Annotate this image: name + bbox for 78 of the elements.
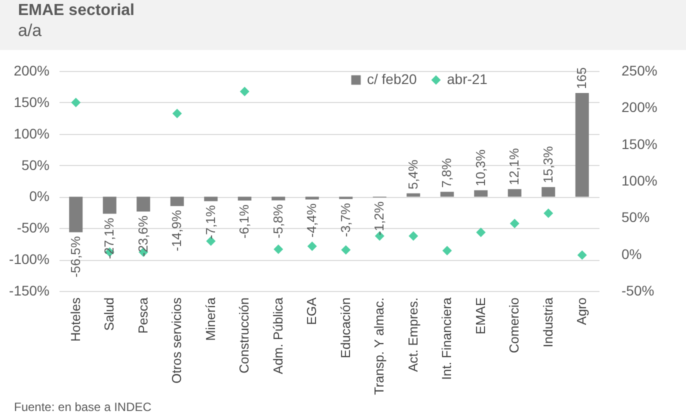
- x-tick-label: Otros servicios: [169, 297, 184, 384]
- x-tick-label: Minería: [202, 296, 218, 341]
- y2-tick-label: 0%: [622, 246, 642, 262]
- data-label: -7,1%: [202, 204, 218, 240]
- data-label: -14,9%: [169, 210, 184, 252]
- source-note: Fuente: en base a INDEC: [14, 400, 152, 414]
- point: [307, 242, 317, 252]
- data-label: 10,3%: [472, 148, 488, 186]
- data-label: 12,1%: [506, 148, 522, 186]
- y-tick-label: 100%: [14, 125, 50, 142]
- point: [341, 245, 351, 255]
- x-tick-label: EGA: [304, 297, 320, 325]
- bar: [204, 196, 218, 202]
- bar: [305, 196, 319, 200]
- x-tick-label: Industria: [540, 296, 556, 348]
- x-tick-label: Transp. Y almac.: [372, 298, 387, 395]
- data-label: 165: [574, 67, 590, 89]
- y2-tick-label: 50%: [622, 209, 650, 226]
- x-tick-label: Act. Empres.: [405, 298, 420, 372]
- y-tick-label: -150%: [9, 282, 50, 298]
- x-tick-label: Int. Financiera: [439, 296, 454, 380]
- x-tick-label: Adm. Pública: [270, 296, 286, 374]
- bar: [575, 93, 589, 197]
- point: [544, 208, 554, 218]
- legend-label: c/ feb20: [367, 71, 418, 87]
- x-tick-label: Comercio: [506, 298, 522, 354]
- bar: [238, 196, 252, 201]
- bar: [440, 192, 454, 197]
- bar: [170, 196, 184, 206]
- y2-tick-label: -50%: [622, 282, 654, 298]
- y-tick-label: -100%: [9, 251, 50, 268]
- point: [240, 86, 250, 96]
- chart-subtitle: a/a: [18, 20, 43, 42]
- point: [71, 98, 81, 108]
- y2-tick-label: 200%: [622, 99, 658, 116]
- y-tick-label: 0%: [29, 188, 50, 204]
- data-label: 7,8%: [439, 158, 454, 188]
- data-label: -3,7%: [338, 202, 353, 238]
- x-tick-label: Pesca: [135, 296, 150, 334]
- bar: [69, 196, 83, 232]
- y-tick-label: 200%: [14, 62, 50, 78]
- bar: [102, 196, 116, 214]
- point: [577, 250, 587, 260]
- y-tick-label: 50%: [21, 156, 50, 173]
- data-label: -1,2%: [372, 201, 387, 236]
- point: [442, 246, 452, 256]
- data-label: -23,6%: [135, 215, 150, 257]
- x-tick-label: Agro: [574, 298, 590, 325]
- legend-label: abr-21: [447, 71, 488, 87]
- y2-tick-label: 100%: [622, 172, 658, 188]
- bar: [474, 190, 488, 197]
- point: [476, 228, 486, 238]
- point: [510, 218, 520, 228]
- y-tick-label: 150%: [14, 94, 50, 110]
- x-tick-label: EMAE: [472, 297, 488, 334]
- bar: [272, 196, 286, 200]
- bar: [542, 187, 556, 197]
- bar: [339, 196, 353, 200]
- point: [172, 108, 182, 118]
- bar: [136, 196, 150, 212]
- y2-tick-label: 250%: [622, 62, 658, 78]
- data-label: 5,4%: [405, 159, 420, 190]
- point: [408, 231, 418, 241]
- data-label: -6,1%: [236, 204, 252, 239]
- chart-title: EMAE sectorial: [18, 1, 136, 20]
- data-label: -4,4%: [304, 203, 320, 238]
- x-tick-label: Hoteles: [68, 297, 83, 342]
- y2-tick-label: 150%: [622, 136, 658, 152]
- x-tick-label: Educación: [338, 298, 353, 358]
- data-label: -5,8%: [270, 204, 286, 238]
- x-tick-label: Construcción: [236, 298, 252, 374]
- bar: [508, 189, 522, 197]
- data-label: -27,1%: [102, 217, 117, 259]
- y-tick-label: -50%: [16, 220, 50, 236]
- data-label: -56,5%: [68, 236, 83, 278]
- point: [274, 244, 284, 254]
- data-label: 15,3%: [540, 146, 556, 184]
- x-tick-label: Salud: [102, 298, 117, 331]
